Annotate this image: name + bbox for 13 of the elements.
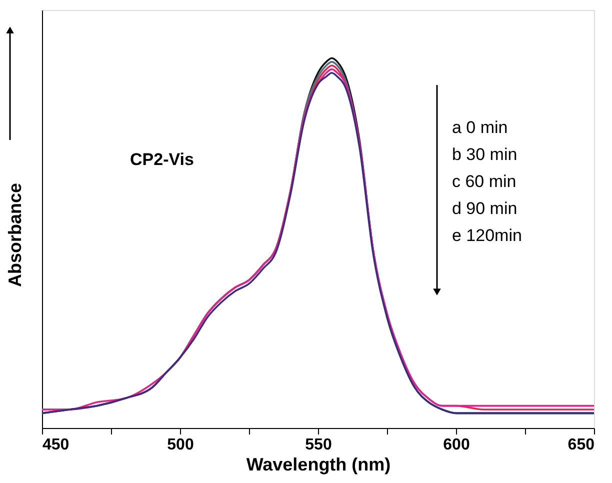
annotation: b 30 min xyxy=(452,145,518,164)
x-tick-label: 550 xyxy=(305,436,332,454)
x-tick-label: 500 xyxy=(167,436,194,454)
annotation: e 120min xyxy=(452,226,522,245)
annotation: d 90 min xyxy=(452,199,518,218)
y-axis-title: Absorbance xyxy=(5,182,25,288)
annotation: CP2-Vis xyxy=(130,150,194,169)
x-tick-label: 600 xyxy=(443,436,470,454)
annotation: a 0 min xyxy=(452,118,508,137)
x-axis-title: Wavelength (nm) xyxy=(246,454,391,474)
x-tick-label: 450 xyxy=(42,436,70,454)
annotation: c 60 min xyxy=(452,172,516,191)
x-tick-label: 650 xyxy=(568,436,595,454)
